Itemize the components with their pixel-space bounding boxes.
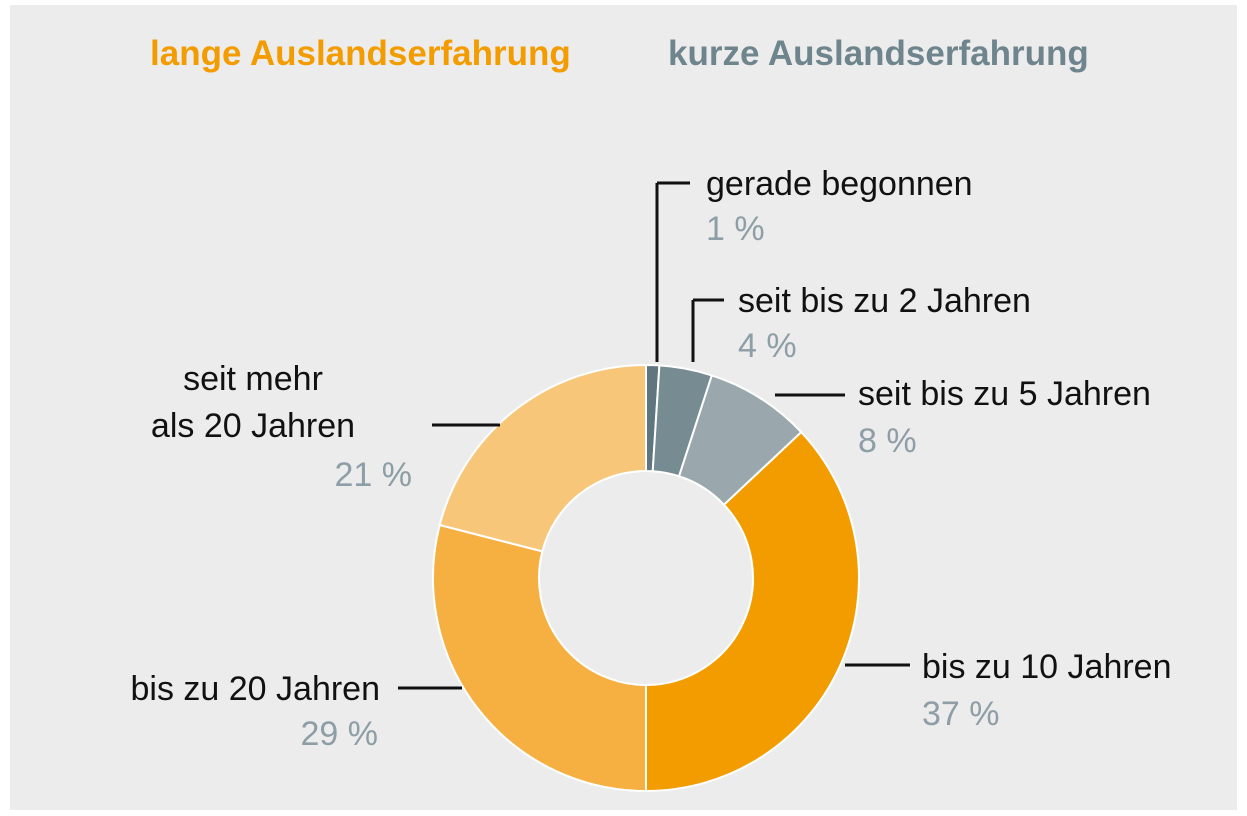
category-label: bis zu 20 Jahren — [131, 670, 381, 708]
value-label: 4 % — [738, 327, 797, 365]
donut-segment — [645, 430, 860, 793]
value-label: 37 % — [922, 695, 1000, 733]
legend-entry: kurze Auslandserfahrung — [668, 34, 1089, 73]
category-label: seit bis zu 2 Jahren — [738, 282, 1031, 320]
donut-segment — [438, 363, 647, 553]
donut-segment — [432, 523, 647, 793]
value-label: 29 % — [301, 715, 379, 753]
value-label: 8 % — [858, 422, 917, 460]
category-label: bis zu 10 Jahren — [922, 648, 1172, 686]
value-label: 21 % — [335, 456, 413, 494]
category-label: seit mehr als 20 Jahren — [151, 360, 355, 445]
value-label: 1 % — [706, 210, 765, 248]
legend-entry: lange Auslandserfahrung — [150, 34, 571, 73]
category-label: seit bis zu 5 Jahren — [858, 375, 1151, 413]
category-label: gerade begonnen — [706, 165, 973, 203]
